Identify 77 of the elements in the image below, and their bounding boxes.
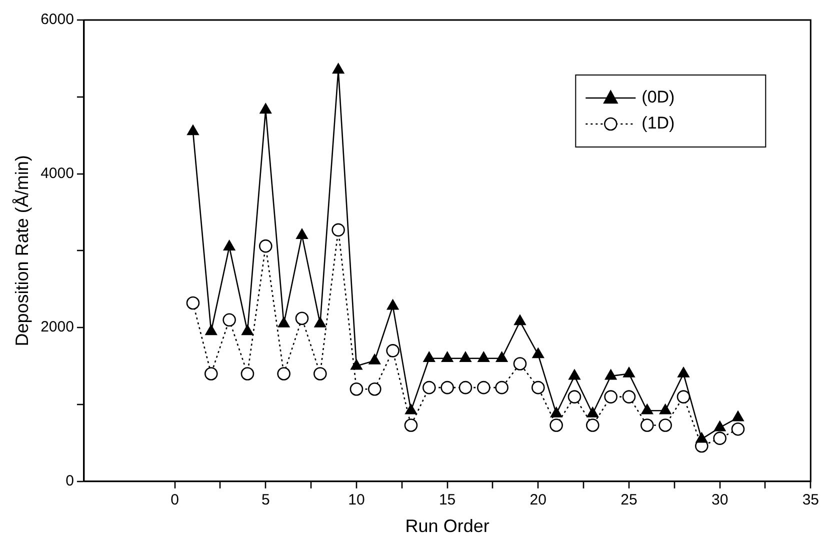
point xyxy=(604,390,618,404)
point xyxy=(732,410,744,422)
point xyxy=(641,404,653,414)
point xyxy=(550,418,563,432)
point xyxy=(222,313,236,327)
point xyxy=(678,367,690,378)
point xyxy=(568,369,580,380)
point xyxy=(622,390,636,404)
legend-label: (0D) xyxy=(642,88,675,107)
point xyxy=(350,359,362,370)
point xyxy=(240,367,254,380)
point xyxy=(350,382,364,396)
point xyxy=(495,380,508,394)
point xyxy=(186,296,200,310)
point xyxy=(731,422,745,436)
point xyxy=(258,239,272,253)
point xyxy=(278,317,290,328)
point xyxy=(404,418,418,432)
point xyxy=(496,352,508,362)
point xyxy=(586,407,598,418)
point xyxy=(532,348,544,358)
point xyxy=(532,380,545,394)
point xyxy=(405,404,417,414)
point xyxy=(586,418,600,432)
point xyxy=(458,380,472,394)
x-tick-label: 30 xyxy=(711,492,728,509)
point xyxy=(713,432,726,445)
point xyxy=(604,369,617,380)
point xyxy=(676,390,690,404)
point xyxy=(313,367,327,380)
point xyxy=(623,367,635,378)
y-tick-label: 2000 xyxy=(40,318,74,336)
point xyxy=(187,124,199,136)
point xyxy=(386,344,400,358)
point xyxy=(423,352,435,362)
x-tick-label: 20 xyxy=(530,492,546,509)
point xyxy=(514,314,526,326)
x-tick-label: 10 xyxy=(348,492,365,509)
point xyxy=(295,312,309,326)
point xyxy=(314,317,326,328)
point xyxy=(260,103,272,114)
point xyxy=(696,432,708,443)
point xyxy=(386,299,399,310)
x-tick-label: 0 xyxy=(170,492,179,509)
point xyxy=(332,223,345,237)
point xyxy=(332,63,344,74)
x-tick-label: 25 xyxy=(620,492,638,509)
point xyxy=(204,367,218,380)
legend-label: (1D) xyxy=(642,114,675,133)
point xyxy=(205,324,217,336)
point xyxy=(550,407,562,418)
point xyxy=(659,404,672,414)
x-tick-label: 35 xyxy=(802,492,819,509)
y-tick-label: 4000 xyxy=(40,164,74,182)
point xyxy=(296,228,308,239)
point xyxy=(422,380,436,394)
point xyxy=(477,380,490,394)
point xyxy=(714,420,726,432)
point xyxy=(242,324,254,336)
point xyxy=(658,418,672,432)
point xyxy=(223,240,236,251)
x-axis-title: Run Order xyxy=(405,516,490,536)
y-tick-label: 0 xyxy=(66,472,74,490)
x-tick-label: 5 xyxy=(261,492,270,509)
point xyxy=(513,357,527,370)
point xyxy=(441,352,454,362)
point xyxy=(277,367,290,380)
y-tick-label: 6000 xyxy=(40,11,74,28)
point xyxy=(440,380,454,394)
y-axis-title: Deposition Rate (Å/min) xyxy=(12,155,32,346)
point xyxy=(368,382,382,396)
point xyxy=(460,352,472,362)
point xyxy=(640,418,654,432)
point xyxy=(368,354,380,364)
point xyxy=(568,390,582,404)
point xyxy=(478,352,490,362)
x-tick-label: 15 xyxy=(438,492,456,509)
